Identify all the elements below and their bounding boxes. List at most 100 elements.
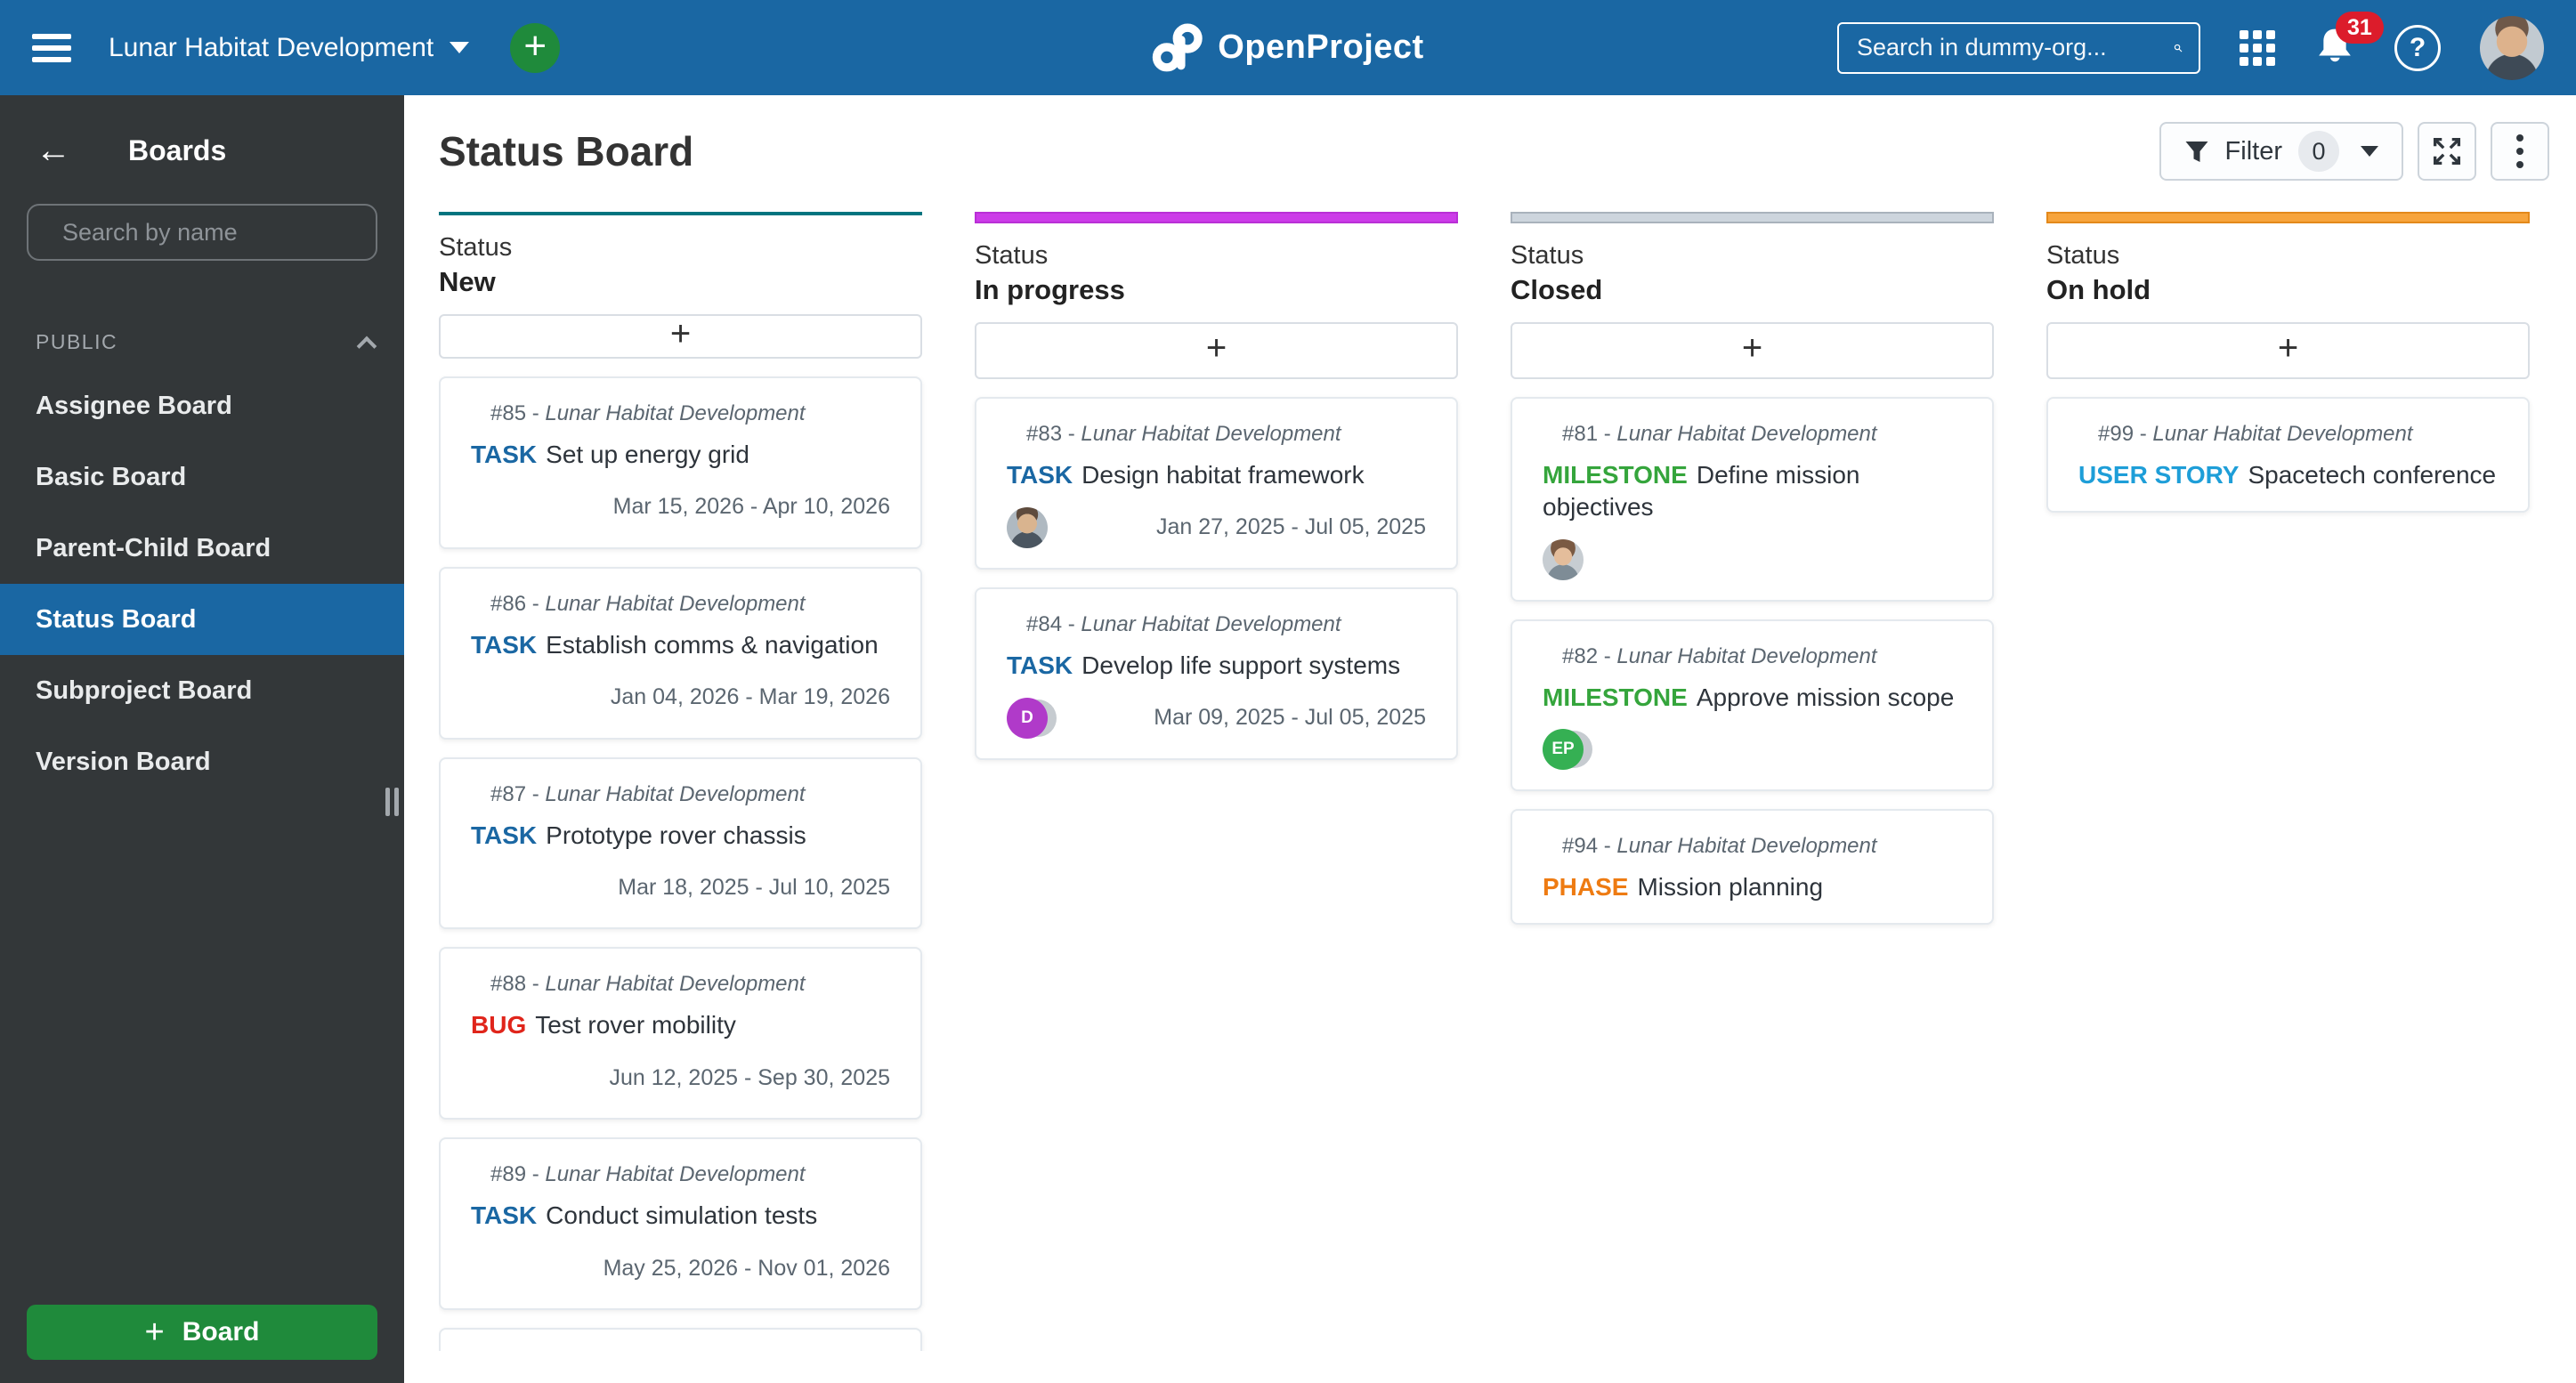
work-package-card[interactable]: #99 - Lunar Habitat Development USER STOR… xyxy=(2046,397,2530,513)
assignee-avatar-initials: D xyxy=(1007,697,1048,739)
add-card-button[interactable]: + xyxy=(1511,322,1994,379)
board-settings-menu-button[interactable] xyxy=(2491,122,2549,181)
sidebar-item-parent-child-board[interactable]: Parent-Child Board xyxy=(36,533,271,562)
work-package-id: #84 - xyxy=(1026,611,1081,636)
column-color-bar xyxy=(975,212,1458,223)
work-package-card[interactable]: #85 - Lunar Habitat Development TASK Set u… xyxy=(439,376,922,549)
column-name: New xyxy=(439,266,496,297)
work-package-id: #82 - xyxy=(1562,643,1617,668)
work-package-card[interactable]: #84 - Lunar Habitat Development TASK Devel… xyxy=(975,586,1458,760)
assignee-avatar: D xyxy=(1007,697,1060,739)
card-id-line: #84 - Lunar Habitat Development xyxy=(1007,612,1426,637)
kebab-menu-icon xyxy=(2516,134,2523,168)
add-card-button[interactable]: + xyxy=(975,322,1458,379)
work-package-id: #83 - xyxy=(1026,422,1081,446)
project-name: Lunar Habitat Development xyxy=(545,401,806,425)
column-group-label: Status xyxy=(975,241,1049,270)
work-package-card[interactable]: #81 - Lunar Habitat Development MILESTONE… xyxy=(1511,397,1994,602)
filter-count-badge: 0 xyxy=(2298,131,2339,172)
notifications-bell[interactable]: 31 xyxy=(2314,12,2384,69)
work-package-subject: Set up energy grid xyxy=(546,441,749,468)
assignee-avatar xyxy=(1543,538,1596,580)
openproject-logo-glyph xyxy=(1152,23,1203,71)
card-title: MILESTONE Define mission objectives xyxy=(1543,459,1962,523)
column-color-bar xyxy=(1511,212,1994,223)
add-board-button[interactable]: + Board xyxy=(27,1305,377,1360)
work-package-card[interactable]: #86 - Lunar Habitat Development TASK Estab… xyxy=(439,566,922,740)
work-package-subject: Conduct simulation tests xyxy=(546,1201,818,1230)
card-title: PHASE Mission planning xyxy=(1543,871,1962,903)
column-name: In progress xyxy=(975,274,1125,305)
column-group-label: Status xyxy=(439,233,513,262)
sidebar-resize-handle[interactable] xyxy=(385,788,399,816)
work-package-card[interactable]: #89 - Lunar Habitat Development TASK Condu… xyxy=(439,1137,922,1311)
work-package-subject: Spacetech conference xyxy=(2248,461,2497,489)
work-package-type: BUG xyxy=(471,1011,527,1039)
work-package-subject: Approve mission scope xyxy=(1696,683,1955,711)
work-package-card[interactable]: #87 - Lunar Habitat Development TASK Proto… xyxy=(439,756,922,930)
work-package-type: TASK xyxy=(1007,651,1073,679)
work-package-card[interactable]: #94 - Lunar Habitat Development PHASE Miss… xyxy=(1511,809,1994,926)
sidebar-search-box[interactable] xyxy=(27,204,379,261)
global-search-input[interactable] xyxy=(1855,33,2174,62)
work-package-card[interactable]: #90 - Lunar Habitat DevelopmentTASKRevie… xyxy=(439,1328,922,1351)
work-package-subject: Develop life support systems xyxy=(1081,651,1401,679)
card-dates: Jun 12, 2025 - Sep 30, 2025 xyxy=(609,1064,890,1090)
card-title: TASK Prototype rover chassis xyxy=(471,820,890,852)
assignee-avatar-photo xyxy=(1543,538,1584,580)
board-column-new: Status New + #85 - Lunar Habitat Developmen… xyxy=(439,212,922,1351)
global-add-button[interactable]: + xyxy=(510,22,561,73)
chevron-up-icon xyxy=(356,336,377,356)
sidebar-item-subproject-board[interactable]: Subproject Board xyxy=(36,675,253,705)
assignee-avatar-photo xyxy=(1007,506,1048,548)
column-name: Closed xyxy=(1511,274,1603,305)
work-package-subject: Define mission objectives xyxy=(1543,461,1860,521)
add-card-button[interactable]: + xyxy=(439,314,922,359)
hamburger-menu-icon[interactable] xyxy=(32,33,71,62)
card-dates: Jan 27, 2025 - Jul 05, 2025 xyxy=(1155,514,1426,540)
card-title: MILESTONE Approve mission scope xyxy=(1543,682,1962,714)
card-footer: D Mar 09, 2025 - Jul 05, 2025 xyxy=(1007,697,1426,739)
work-package-type: MILESTONE xyxy=(1543,461,1688,489)
sidebar-item-version-board[interactable]: Version Board xyxy=(36,747,211,776)
work-package-id: #87 - xyxy=(490,781,546,806)
work-package-subject: Design habitat framework xyxy=(1081,461,1365,489)
work-package-id: #81 - xyxy=(1562,422,1617,446)
back-arrow-icon[interactable]: ← xyxy=(36,131,71,170)
section-label: PUBLIC xyxy=(36,330,118,353)
sidebar-board-list: Assignee Board Basic Board Parent-Child Bo… xyxy=(0,370,404,797)
help-icon[interactable]: ? xyxy=(2394,24,2441,71)
work-package-subject: Prototype rover chassis xyxy=(546,821,806,849)
card-dates: Jan 04, 2026 - Mar 19, 2026 xyxy=(610,684,890,710)
apps-grid-icon[interactable] xyxy=(2240,29,2275,66)
work-package-subject: Mission planning xyxy=(1637,873,1824,902)
sidebar-item-status-board[interactable]: Status Board xyxy=(0,584,404,655)
project-name: Lunar Habitat Development xyxy=(1081,611,1341,636)
card-footer: Mar 15, 2026 - Apr 10, 2026 xyxy=(471,487,890,528)
project-dropdown[interactable]: Lunar Habitat Development xyxy=(109,33,470,63)
work-package-subject: Test rover mobility xyxy=(535,1011,736,1039)
card-footer: Jan 27, 2025 - Jul 05, 2025 xyxy=(1007,506,1426,548)
work-package-id: #86 - xyxy=(490,591,546,616)
work-package-card[interactable]: #88 - Lunar Habitat Development BUG Test r… xyxy=(439,947,922,1120)
chevron-down-icon xyxy=(450,42,470,53)
sidebar-item-basic-board[interactable]: Basic Board xyxy=(36,462,187,491)
work-package-type: PHASE xyxy=(1543,873,1629,902)
assignee-avatar: EP xyxy=(1543,729,1596,771)
sidebar-search-input[interactable] xyxy=(61,217,379,247)
work-package-id: #94 - xyxy=(1562,834,1617,859)
global-search-box[interactable] xyxy=(1837,21,2200,74)
work-package-card[interactable]: #83 - Lunar Habitat Development TASK Desig… xyxy=(975,397,1458,570)
fullscreen-button[interactable] xyxy=(2418,122,2476,181)
user-avatar[interactable] xyxy=(2480,15,2544,80)
filter-button[interactable]: Filter 0 xyxy=(2159,122,2403,181)
sidebar-section-public[interactable]: PUBLIC xyxy=(36,330,377,356)
sidebar-item-assignee-board[interactable]: Assignee Board xyxy=(36,391,232,420)
card-footer: Jun 12, 2025 - Sep 30, 2025 xyxy=(471,1057,890,1098)
openproject-logo[interactable]: OpenProject xyxy=(1152,0,1423,95)
add-card-button[interactable]: + xyxy=(2046,322,2530,379)
card-title: USER STORY Spacetech conference xyxy=(2078,459,2498,491)
card-id-line: #82 - Lunar Habitat Development xyxy=(1543,644,1962,669)
work-package-type: TASK xyxy=(471,630,538,659)
work-package-card[interactable]: #82 - Lunar Habitat Development MILESTONE… xyxy=(1511,619,1994,792)
